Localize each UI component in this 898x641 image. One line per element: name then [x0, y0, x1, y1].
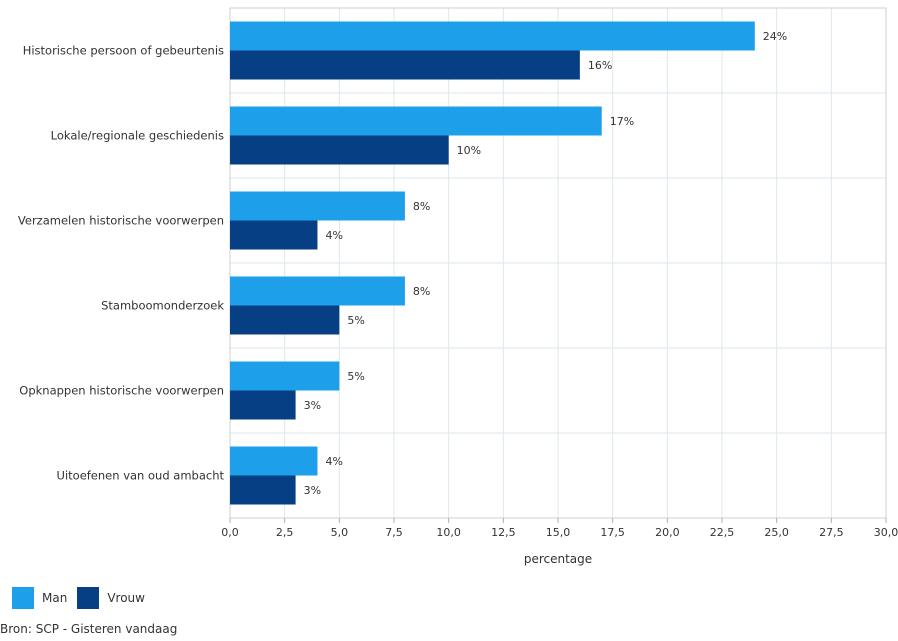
x-tick-label-7: 17,5: [600, 526, 625, 539]
legend-item-man[interactable]: Man: [12, 587, 67, 609]
bar-vrouw-5: [230, 475, 296, 505]
data-label-vrouw-1: 10%: [457, 144, 481, 157]
grid-lines: [229, 8, 887, 518]
category-label-3: Stamboomonderzoek: [101, 299, 224, 313]
source-note: Bron: SCP - Gisteren vandaag: [0, 622, 178, 636]
data-label-man-3: 8%: [413, 285, 430, 298]
bar-chart: 24% 16% 17% 10% 8% 4% 8% 5% 5% 3% 4% 3% Historische…: [18, 7, 898, 566]
data-label-man-5: 4%: [325, 455, 342, 468]
category-labels: Historische persoon of gebeurtenis Lokale…: [18, 44, 225, 483]
bar-vrouw-2: [230, 220, 318, 250]
data-label-man-0: 24%: [763, 30, 787, 43]
x-tick-label-1: 2,5: [276, 526, 294, 539]
data-label-vrouw-2: 4%: [325, 229, 342, 242]
x-tick-label-9: 22,5: [710, 526, 735, 539]
x-tick-label-4: 10,0: [436, 526, 461, 539]
x-tick-label-11: 27,5: [819, 526, 844, 539]
x-axis-ticks: 0,0 2,5 5,0 7,5 10,0 12,5 15,0 17,5 20,0 22,5 25,0…: [221, 518, 898, 539]
data-label-vrouw-4: 3%: [304, 399, 321, 412]
x-tick-label-12: 30,0: [874, 526, 898, 539]
category-label-0: Historische persoon of gebeurtenis: [23, 44, 224, 58]
x-tick-label-2: 5,0: [331, 526, 349, 539]
bar-man-5: [230, 446, 318, 476]
data-label-man-1: 17%: [610, 115, 634, 128]
bar-vrouw-4: [230, 390, 296, 420]
bar-man-1: [230, 106, 602, 136]
bar-vrouw-1: [230, 135, 449, 165]
legend-swatch-man: [12, 587, 34, 609]
data-label-man-2: 8%: [413, 200, 430, 213]
legend-label-man: Man: [42, 591, 68, 605]
bar-vrouw-3: [230, 305, 340, 335]
x-tick-label-10: 25,0: [764, 526, 789, 539]
bar-man-2: [230, 191, 405, 221]
bar-man-4: [230, 361, 340, 391]
category-label-2: Verzamelen historische voorwerpen: [18, 214, 224, 228]
legend-swatch-vrouw: [77, 587, 100, 609]
bars: 24% 16% 17% 10% 8% 4% 8% 5% 5% 3% 4% 3%: [230, 21, 787, 505]
data-label-vrouw-5: 3%: [304, 484, 321, 497]
x-axis-label: percentage: [524, 552, 592, 566]
legend-item-vrouw[interactable]: Vrouw: [77, 587, 145, 609]
x-tick-label-5: 12,5: [491, 526, 516, 539]
category-label-5: Uitoefenen van oud ambacht: [57, 469, 225, 483]
legend-label-vrouw: Vrouw: [107, 591, 145, 605]
x-tick-label-6: 15,0: [546, 526, 571, 539]
category-label-4: Opknappen historische voorwerpen: [19, 384, 224, 398]
data-label-vrouw-0: 16%: [588, 59, 612, 72]
bar-vrouw-0: [230, 50, 580, 80]
x-tick-label-0: 0,0: [221, 526, 239, 539]
x-tick-label-8: 20,0: [655, 526, 680, 539]
bar-man-3: [230, 276, 405, 306]
x-tick-label-3: 7,5: [385, 526, 403, 539]
legend: Man Vrouw: [12, 587, 145, 609]
bar-man-0: [230, 21, 755, 51]
data-label-vrouw-3: 5%: [347, 314, 364, 327]
category-label-1: Lokale/regionale geschiedenis: [51, 129, 224, 143]
data-label-man-4: 5%: [347, 370, 364, 383]
